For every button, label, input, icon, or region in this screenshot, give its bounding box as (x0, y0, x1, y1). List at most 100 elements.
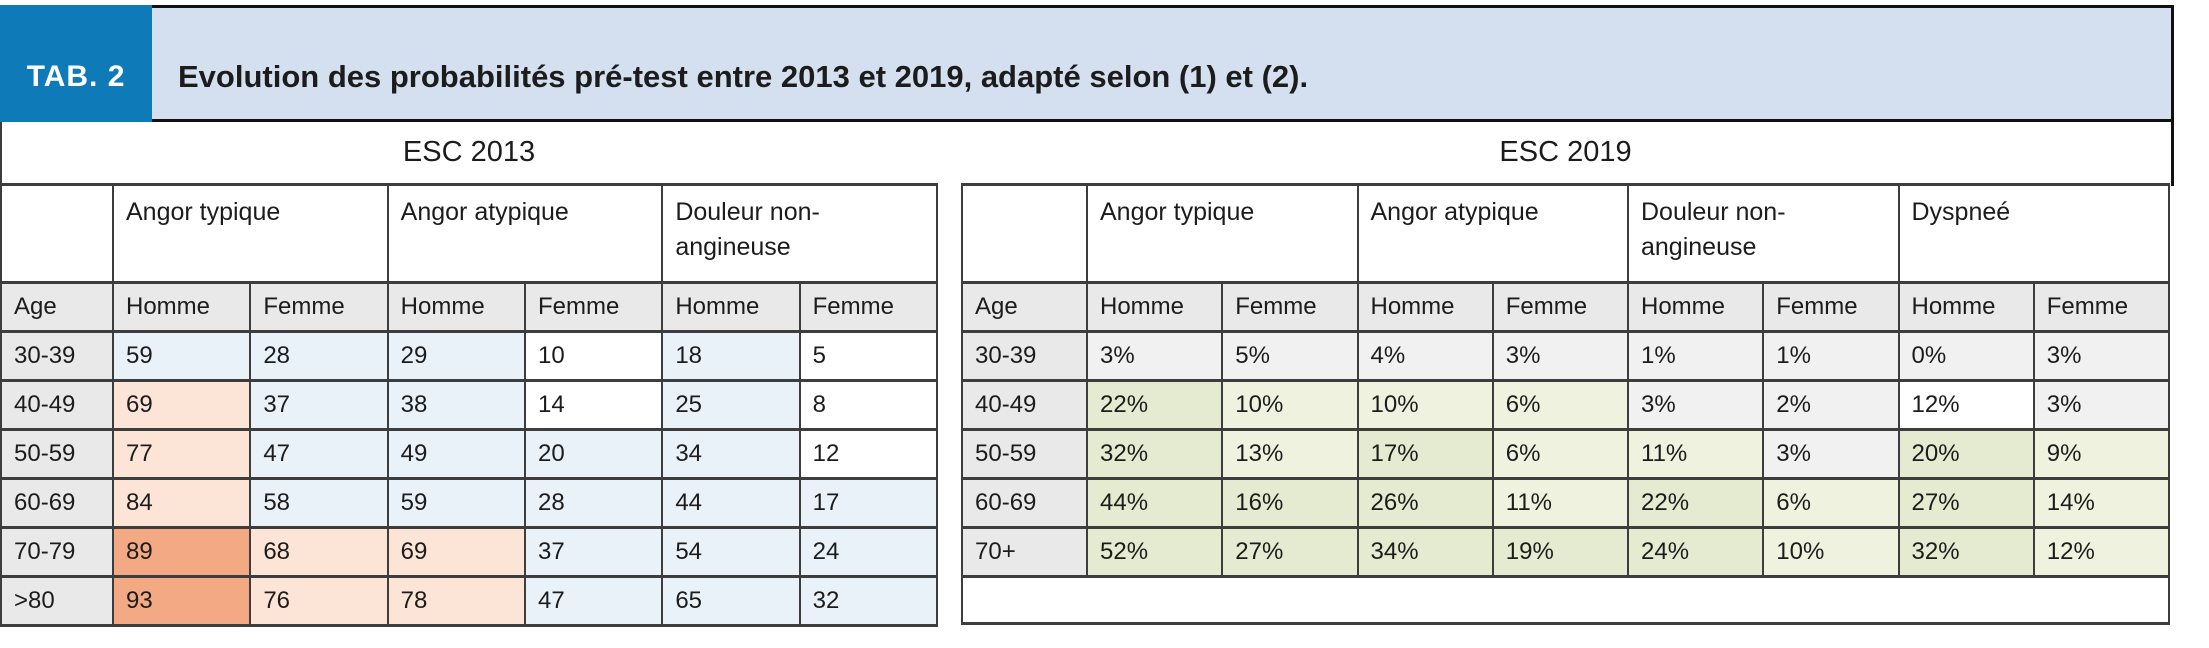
column-header: Femme (523, 281, 664, 333)
column-header: Femme (2032, 281, 2171, 333)
value-cell: 77 (111, 428, 252, 480)
age-cell: 70-79 (0, 526, 114, 578)
value-cell: 34 (661, 428, 801, 480)
value-cell: 2% (1762, 379, 1900, 431)
group-header: Angor typique (1086, 183, 1359, 284)
table-row: 50-59 32% 13% 17% 6% 11% 3% 20% 9% (961, 428, 2171, 480)
value-cell: 3% (1762, 428, 1900, 480)
table-row: 30-39 59 28 29 10 18 5 (0, 330, 939, 382)
value-cell: 44% (1085, 477, 1224, 529)
value-cell: 20 (523, 428, 664, 480)
age-cell: 30-39 (961, 330, 1088, 382)
value-cell: 3% (2032, 379, 2171, 431)
value-cell: 24% (1626, 526, 1765, 578)
value-cell: 17 (798, 477, 939, 529)
value-cell: 69 (386, 526, 526, 578)
value-cell: 65 (661, 575, 801, 627)
esc-2019-caption: ESC 2019 (1499, 136, 1632, 168)
value-cell: 58 (249, 477, 389, 529)
age-cell: 50-59 (0, 428, 114, 480)
column-header: Homme (1085, 281, 1224, 333)
value-cell: 37 (249, 379, 389, 431)
table-row: 40-49 22% 10% 10% 6% 3% 2% 12% 3% (961, 379, 2171, 431)
group-header: Angor atypique (1356, 183, 1629, 284)
value-cell: 12 (798, 428, 939, 480)
table-row: 70-79 89 68 69 37 54 24 (0, 526, 939, 578)
value-cell: 17% (1356, 428, 1494, 480)
column-header: Femme (1221, 281, 1359, 333)
value-cell: 89 (111, 526, 252, 578)
value-cell: 5 (798, 330, 939, 382)
column-header-row: Age Homme Femme Homme Femme Homme Femme Homme Fe… (961, 281, 2171, 333)
value-cell: 16% (1221, 477, 1359, 529)
corner-cell (961, 183, 1088, 284)
column-header: Femme (249, 281, 389, 333)
column-header: Femme (1491, 281, 1630, 333)
value-cell: 12% (1897, 379, 2035, 431)
value-cell: 54 (661, 526, 801, 578)
value-cell: 32% (1085, 428, 1224, 480)
value-cell: 10% (1356, 379, 1494, 431)
value-cell: 6% (1762, 477, 1900, 529)
value-cell: 59 (386, 477, 526, 529)
value-cell: 22% (1626, 477, 1765, 529)
tables-container: ESC 2013 ESC 2019 Angor typique Angor aty… (0, 122, 2174, 627)
value-cell: 25 (661, 379, 801, 431)
value-cell: 27% (1897, 477, 2035, 529)
value-cell: 11% (1626, 428, 1765, 480)
value-cell: 1% (1626, 330, 1765, 382)
value-cell: 47 (523, 575, 664, 627)
table-row: 70+ 52% 27% 34% 19% 24% 10% 32% 12% (961, 526, 2171, 578)
column-header-row: Age Homme Femme Homme Femme Homme Femme (0, 281, 939, 333)
value-cell: 37 (523, 526, 664, 578)
value-cell: 6% (1491, 428, 1630, 480)
group-header: Angor atypique (386, 183, 664, 284)
value-cell: 32% (1897, 526, 2035, 578)
group-header-row: Angor typique Angor atypique Douleur non-a… (961, 183, 2170, 284)
column-header: Homme (661, 281, 801, 333)
value-cell: 18 (661, 330, 801, 382)
value-cell: 3% (2032, 330, 2171, 382)
value-cell: 1% (1762, 330, 1900, 382)
value-cell: 76 (249, 575, 389, 627)
value-cell: 38 (386, 379, 526, 431)
value-cell: 3% (1491, 330, 1630, 382)
value-cell: 3% (1085, 330, 1224, 382)
value-cell: 14 (523, 379, 664, 431)
value-cell: 93 (111, 575, 252, 627)
value-cell: 3% (1626, 379, 1765, 431)
group-header: Douleur non-angineuse (661, 183, 938, 284)
group-header: Dyspneé (1897, 183, 2170, 284)
table-number-badge: TAB. 2 (0, 5, 152, 122)
value-cell: 24 (798, 526, 939, 578)
value-cell: 20% (1897, 428, 2035, 480)
value-cell: 5% (1221, 330, 1359, 382)
value-cell: 10% (1762, 526, 1900, 578)
table-row: 30-39 3% 5% 4% 3% 1% 1% 0% 3% (961, 330, 2171, 382)
value-cell: 49 (386, 428, 526, 480)
value-cell: 19% (1491, 526, 1630, 578)
table-row: 60-69 44% 16% 26% 11% 22% 6% 27% 14% (961, 477, 2171, 529)
column-header: Homme (111, 281, 252, 333)
value-cell: 6% (1491, 379, 1630, 431)
column-header: Homme (386, 281, 526, 333)
age-cell: 40-49 (961, 379, 1088, 431)
esc-2019-table: Angor typique Angor atypique Douleur non-a… (961, 183, 2171, 625)
value-cell: 28 (523, 477, 664, 529)
left-border-line (0, 122, 2, 186)
table-row: >80 93 76 78 47 65 32 (0, 575, 939, 627)
column-header: Homme (1356, 281, 1494, 333)
value-cell: 32 (798, 575, 939, 627)
value-cell: 59 (111, 330, 252, 382)
right-border-line (2171, 122, 2174, 186)
age-cell: 50-59 (961, 428, 1088, 480)
value-cell: 47 (249, 428, 389, 480)
value-cell: 44 (661, 477, 801, 529)
value-cell: 9% (2032, 428, 2171, 480)
group-header-row: Angor typique Angor atypique Douleur non-a… (0, 183, 938, 284)
column-header: Femme (1762, 281, 1900, 333)
figure-header: TAB. 2 Evolution des probabilités pré-te… (0, 5, 2174, 122)
value-cell: 11% (1491, 477, 1630, 529)
figure-title-bar: Evolution des probabilités pré-test entr… (152, 5, 2174, 122)
